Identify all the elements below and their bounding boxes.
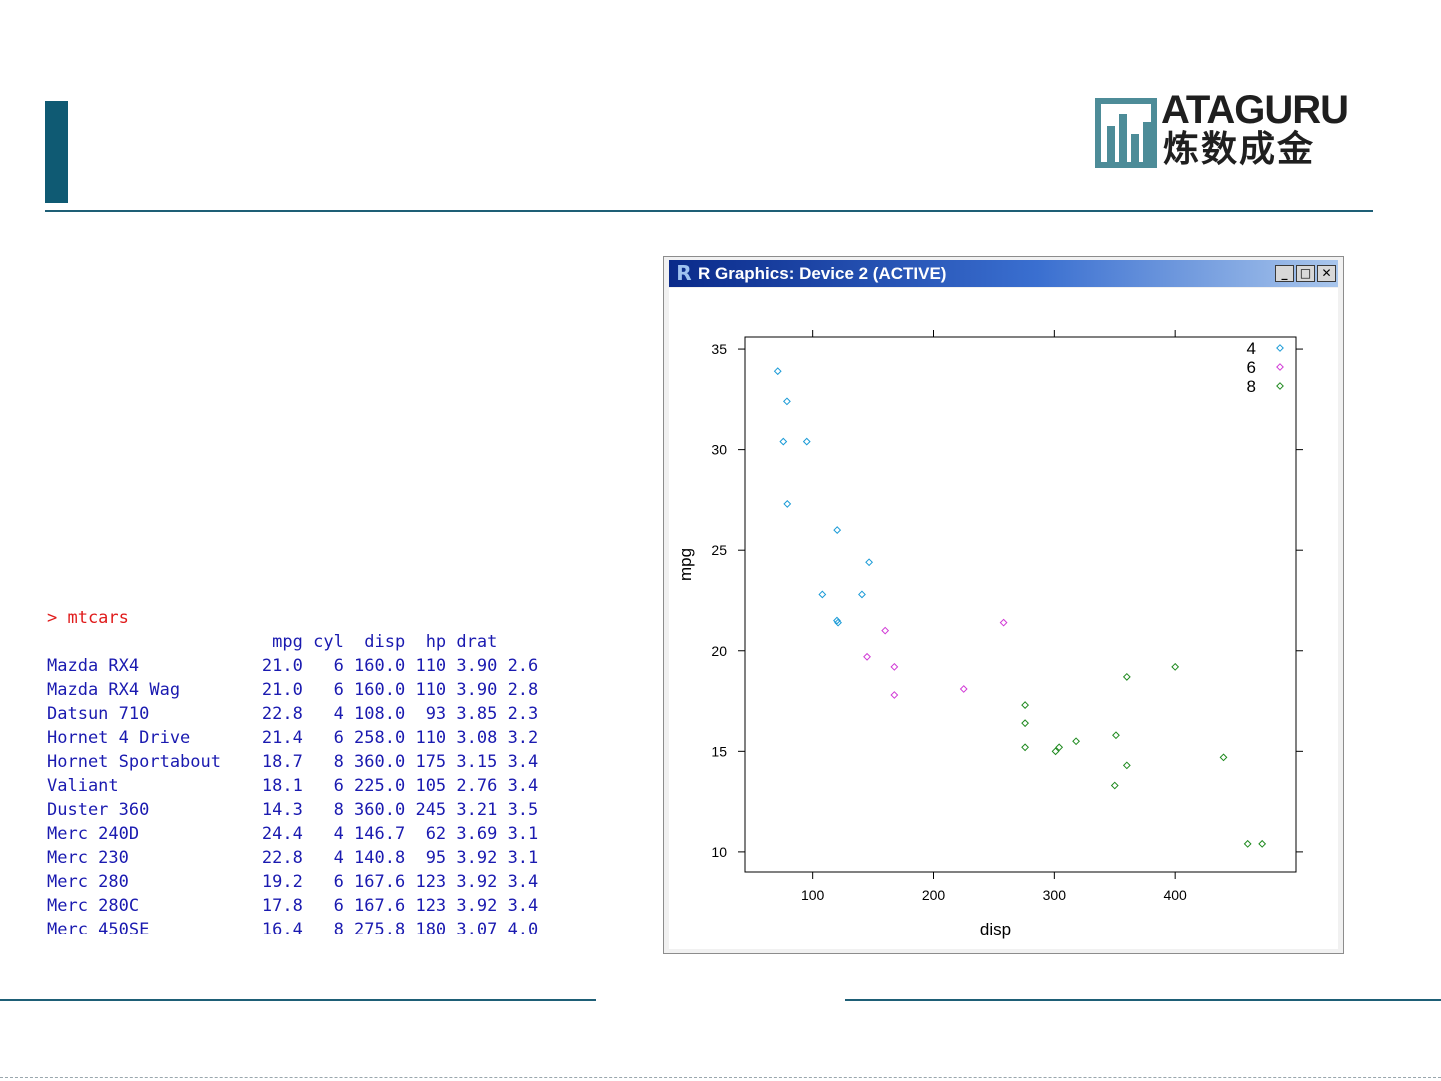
data-point-cyl-4 (779, 437, 788, 446)
console-row: Duster 360 14.3 8 360.0 245 3.21 3.5 (47, 800, 539, 820)
y-tick-label: 10 (711, 844, 727, 860)
legend-key-4 (1276, 344, 1284, 352)
data-point-cyl-8 (1021, 743, 1029, 752)
data-point-cyl-4 (834, 618, 842, 627)
x-tick-label: 100 (801, 887, 825, 903)
y-tick-label: 35 (711, 341, 727, 357)
legend-label-6: 6 (1247, 358, 1256, 377)
bottom-dashed-line (0, 1077, 1441, 1078)
console-row: Merc 450SE 16.4 8 275.8 180 3.07 4.0 (47, 920, 539, 934)
data-point-cyl-8 (1258, 839, 1267, 848)
title-accent-bar (45, 101, 68, 203)
data-point-cyl-8 (1122, 672, 1131, 681)
maximize-button[interactable]: □ (1296, 265, 1315, 282)
logo-cjk-text: 炼数成金 (1163, 129, 1316, 170)
y-tick-label: 15 (711, 743, 727, 759)
legend-label-4: 4 (1247, 339, 1256, 358)
data-point-cyl-4 (833, 526, 842, 534)
legend-label-8: 8 (1247, 377, 1256, 396)
data-point-cyl-4 (783, 397, 791, 406)
data-point-cyl-8 (1122, 761, 1131, 770)
data-point-cyl-6 (863, 652, 871, 661)
ataguru-logo: ATAGURU 炼数成金 (1095, 90, 1385, 171)
window-titlebar[interactable]: R R Graphics: Device 2 (ACTIVE) _ □ ✕ (669, 260, 1338, 287)
footer-divider-left (0, 999, 596, 1001)
console-row: Datsun 710 22.8 4 108.0 93 3.85 2.3 (47, 704, 539, 724)
data-point-cyl-8 (1051, 747, 1060, 756)
x-axis-label: disp (980, 920, 1011, 939)
data-point-cyl-8 (1021, 701, 1029, 709)
logo-mark-icon (1095, 98, 1157, 168)
console-row: Valiant 18.1 6 225.0 105 2.76 3.4 (47, 776, 539, 796)
legend-key-6 (1276, 363, 1284, 371)
data-point-cyl-8 (1171, 662, 1180, 671)
data-point-cyl-8 (1219, 753, 1228, 762)
console-row: Mazda RX4 21.0 6 160.0 110 3.90 2.6 (47, 656, 539, 676)
data-point-cyl-6 (881, 626, 890, 635)
data-point-cyl-4 (802, 437, 811, 446)
data-point-cyl-6 (890, 662, 899, 671)
console-row: Merc 230 22.8 4 140.8 95 3.92 3.1 (47, 848, 539, 868)
y-tick-label: 25 (711, 542, 727, 558)
data-point-cyl-6 (890, 691, 899, 699)
data-point-cyl-4 (833, 616, 841, 625)
data-point-cyl-8 (1021, 719, 1029, 728)
minimize-button[interactable]: _ (1275, 265, 1294, 282)
data-point-cyl-8 (1055, 743, 1064, 752)
window-title: R Graphics: Device 2 (ACTIVE) (698, 264, 947, 283)
data-point-cyl-4 (865, 558, 874, 567)
y-tick-label: 20 (711, 643, 727, 659)
plot-area: 100 200 300 400 10 15 20 25 30 35 disp mpg 4 6 8 (669, 288, 1338, 949)
y-tick-label: 30 (711, 442, 727, 458)
data-point-cyl-6 (959, 685, 968, 693)
scatter-plot: 100 200 300 400 10 15 20 25 30 35 disp mpg 468 (676, 330, 1303, 939)
console-row: Merc 280 19.2 6 167.6 123 3.92 3.4 (47, 872, 539, 892)
footer-divider-right (845, 999, 1441, 1001)
plot-frame (744, 336, 1297, 873)
console-row: Hornet Sportabout 18.7 8 360.0 175 3.15 … (47, 752, 539, 772)
console-rows: Mazda RX4 21.0 6 160.0 110 3.90 2.6 Mazda… (47, 654, 622, 934)
x-tick-label: 200 (922, 887, 946, 903)
data-point-cyl-4 (773, 367, 782, 376)
x-tick-label: 300 (1043, 887, 1067, 903)
r-graphics-window[interactable]: R R Graphics: Device 2 (ACTIVE) _ □ ✕ 10… (663, 256, 1344, 954)
data-point-cyl-8 (1072, 737, 1080, 746)
data-point-cyl-6 (999, 618, 1008, 627)
data-point-cyl-4 (783, 500, 792, 508)
data-point-cyl-4 (818, 590, 827, 599)
console-row: Merc 240D 24.4 4 146.7 62 3.69 3.1 (47, 824, 539, 844)
data-point-cyl-4 (858, 590, 866, 599)
console-prompt: > mtcars (47, 608, 129, 628)
r-console-output: > mtcars mpg cyl disp hp drat Mazda RX4 … (47, 606, 622, 934)
console-header-row: mpg cyl disp hp drat (47, 632, 498, 652)
console-row: Merc 280C 17.8 6 167.6 123 3.92 3.4 (47, 896, 539, 916)
x-tick-label: 400 (1163, 887, 1187, 903)
close-button[interactable]: ✕ (1317, 265, 1336, 282)
y-axis-label: mpg (676, 548, 695, 581)
r-app-icon: R (676, 261, 692, 285)
data-point-cyl-8 (1243, 839, 1252, 848)
legend-key-8 (1276, 382, 1284, 390)
console-row: Hornet 4 Drive 21.4 6 258.0 110 3.08 3.2 (47, 728, 539, 748)
data-point-cyl-8 (1110, 781, 1119, 790)
data-point-cyl-8 (1112, 731, 1120, 740)
logo-latin-text: ATAGURU (1161, 88, 1349, 132)
console-row: Mazda RX4 Wag 21.0 6 160.0 110 3.90 2.8 (47, 680, 539, 700)
header-divider (45, 210, 1373, 212)
